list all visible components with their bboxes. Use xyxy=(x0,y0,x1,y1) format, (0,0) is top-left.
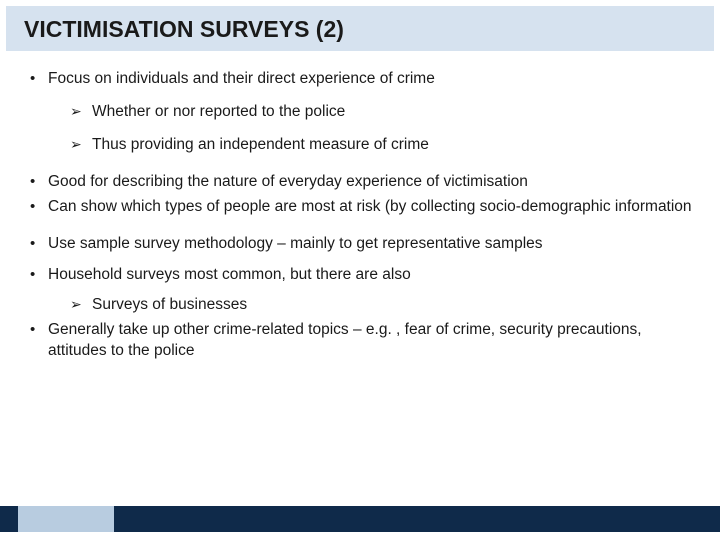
bullet-text: Use sample survey methodology – mainly t… xyxy=(48,235,543,252)
bullet-list: Focus on individuals and their direct ex… xyxy=(28,69,692,362)
bullet-item: Generally take up other crime-related to… xyxy=(28,320,692,362)
bullet-item: Focus on individuals and their direct ex… xyxy=(28,69,692,156)
bullet-text: Generally take up other crime-related to… xyxy=(48,321,642,359)
slide-content: Focus on individuals and their direct ex… xyxy=(0,51,720,362)
slide-title: VICTIMISATION SURVEYS (2) xyxy=(24,16,696,43)
bullet-item: Good for describing the nature of everyd… xyxy=(28,172,692,193)
bullet-item: Use sample survey methodology – mainly t… xyxy=(28,234,692,255)
sub-bullet-text: Surveys of businesses xyxy=(92,296,247,313)
bullet-item: Can show which types of people are most … xyxy=(28,197,692,218)
sub-bullet-item: Thus providing an independent measure of… xyxy=(48,135,692,156)
bullet-text: Good for describing the nature of everyd… xyxy=(48,173,528,190)
sub-bullet-item: Surveys of businesses xyxy=(48,295,692,316)
bullet-text: Focus on individuals and their direct ex… xyxy=(48,70,435,87)
title-bar: VICTIMISATION SURVEYS (2) xyxy=(6,6,714,51)
bullet-text: Household surveys most common, but there… xyxy=(48,266,411,283)
footer-accent xyxy=(18,506,114,532)
sub-bullet-item: Whether or nor reported to the police xyxy=(48,102,692,123)
sub-bullet-list: Surveys of businesses xyxy=(48,295,692,316)
sub-bullet-list: Whether or nor reported to the police Th… xyxy=(48,102,692,156)
sub-bullet-text: Whether or nor reported to the police xyxy=(92,103,345,120)
bullet-item: Household surveys most common, but there… xyxy=(28,265,692,317)
bullet-text: Can show which types of people are most … xyxy=(48,198,692,215)
sub-bullet-text: Thus providing an independent measure of… xyxy=(92,136,429,153)
